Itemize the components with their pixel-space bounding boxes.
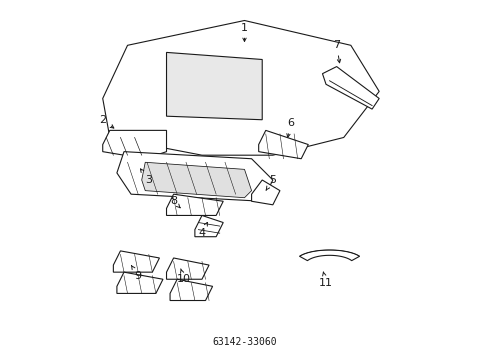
Polygon shape (170, 279, 212, 301)
Polygon shape (117, 152, 272, 201)
Polygon shape (117, 272, 163, 293)
Text: 1: 1 (241, 23, 247, 41)
Text: 9: 9 (131, 266, 142, 281)
Text: 6: 6 (286, 118, 293, 137)
Text: 8: 8 (170, 196, 180, 208)
Text: 63142-33060: 63142-33060 (212, 337, 276, 347)
Polygon shape (299, 250, 359, 261)
Polygon shape (142, 162, 251, 198)
Text: 7: 7 (332, 40, 340, 63)
Polygon shape (102, 21, 378, 155)
Polygon shape (166, 53, 262, 120)
Text: 2: 2 (99, 115, 114, 128)
Polygon shape (258, 130, 307, 159)
Text: 4: 4 (198, 222, 207, 238)
Polygon shape (166, 258, 209, 279)
Polygon shape (166, 194, 223, 215)
Polygon shape (195, 215, 223, 237)
Polygon shape (113, 251, 159, 272)
Polygon shape (322, 67, 378, 109)
Text: 3: 3 (140, 169, 152, 185)
Text: 11: 11 (318, 272, 332, 288)
Polygon shape (102, 130, 166, 159)
Text: 10: 10 (177, 269, 191, 284)
Text: 5: 5 (265, 175, 276, 190)
Polygon shape (251, 180, 279, 205)
